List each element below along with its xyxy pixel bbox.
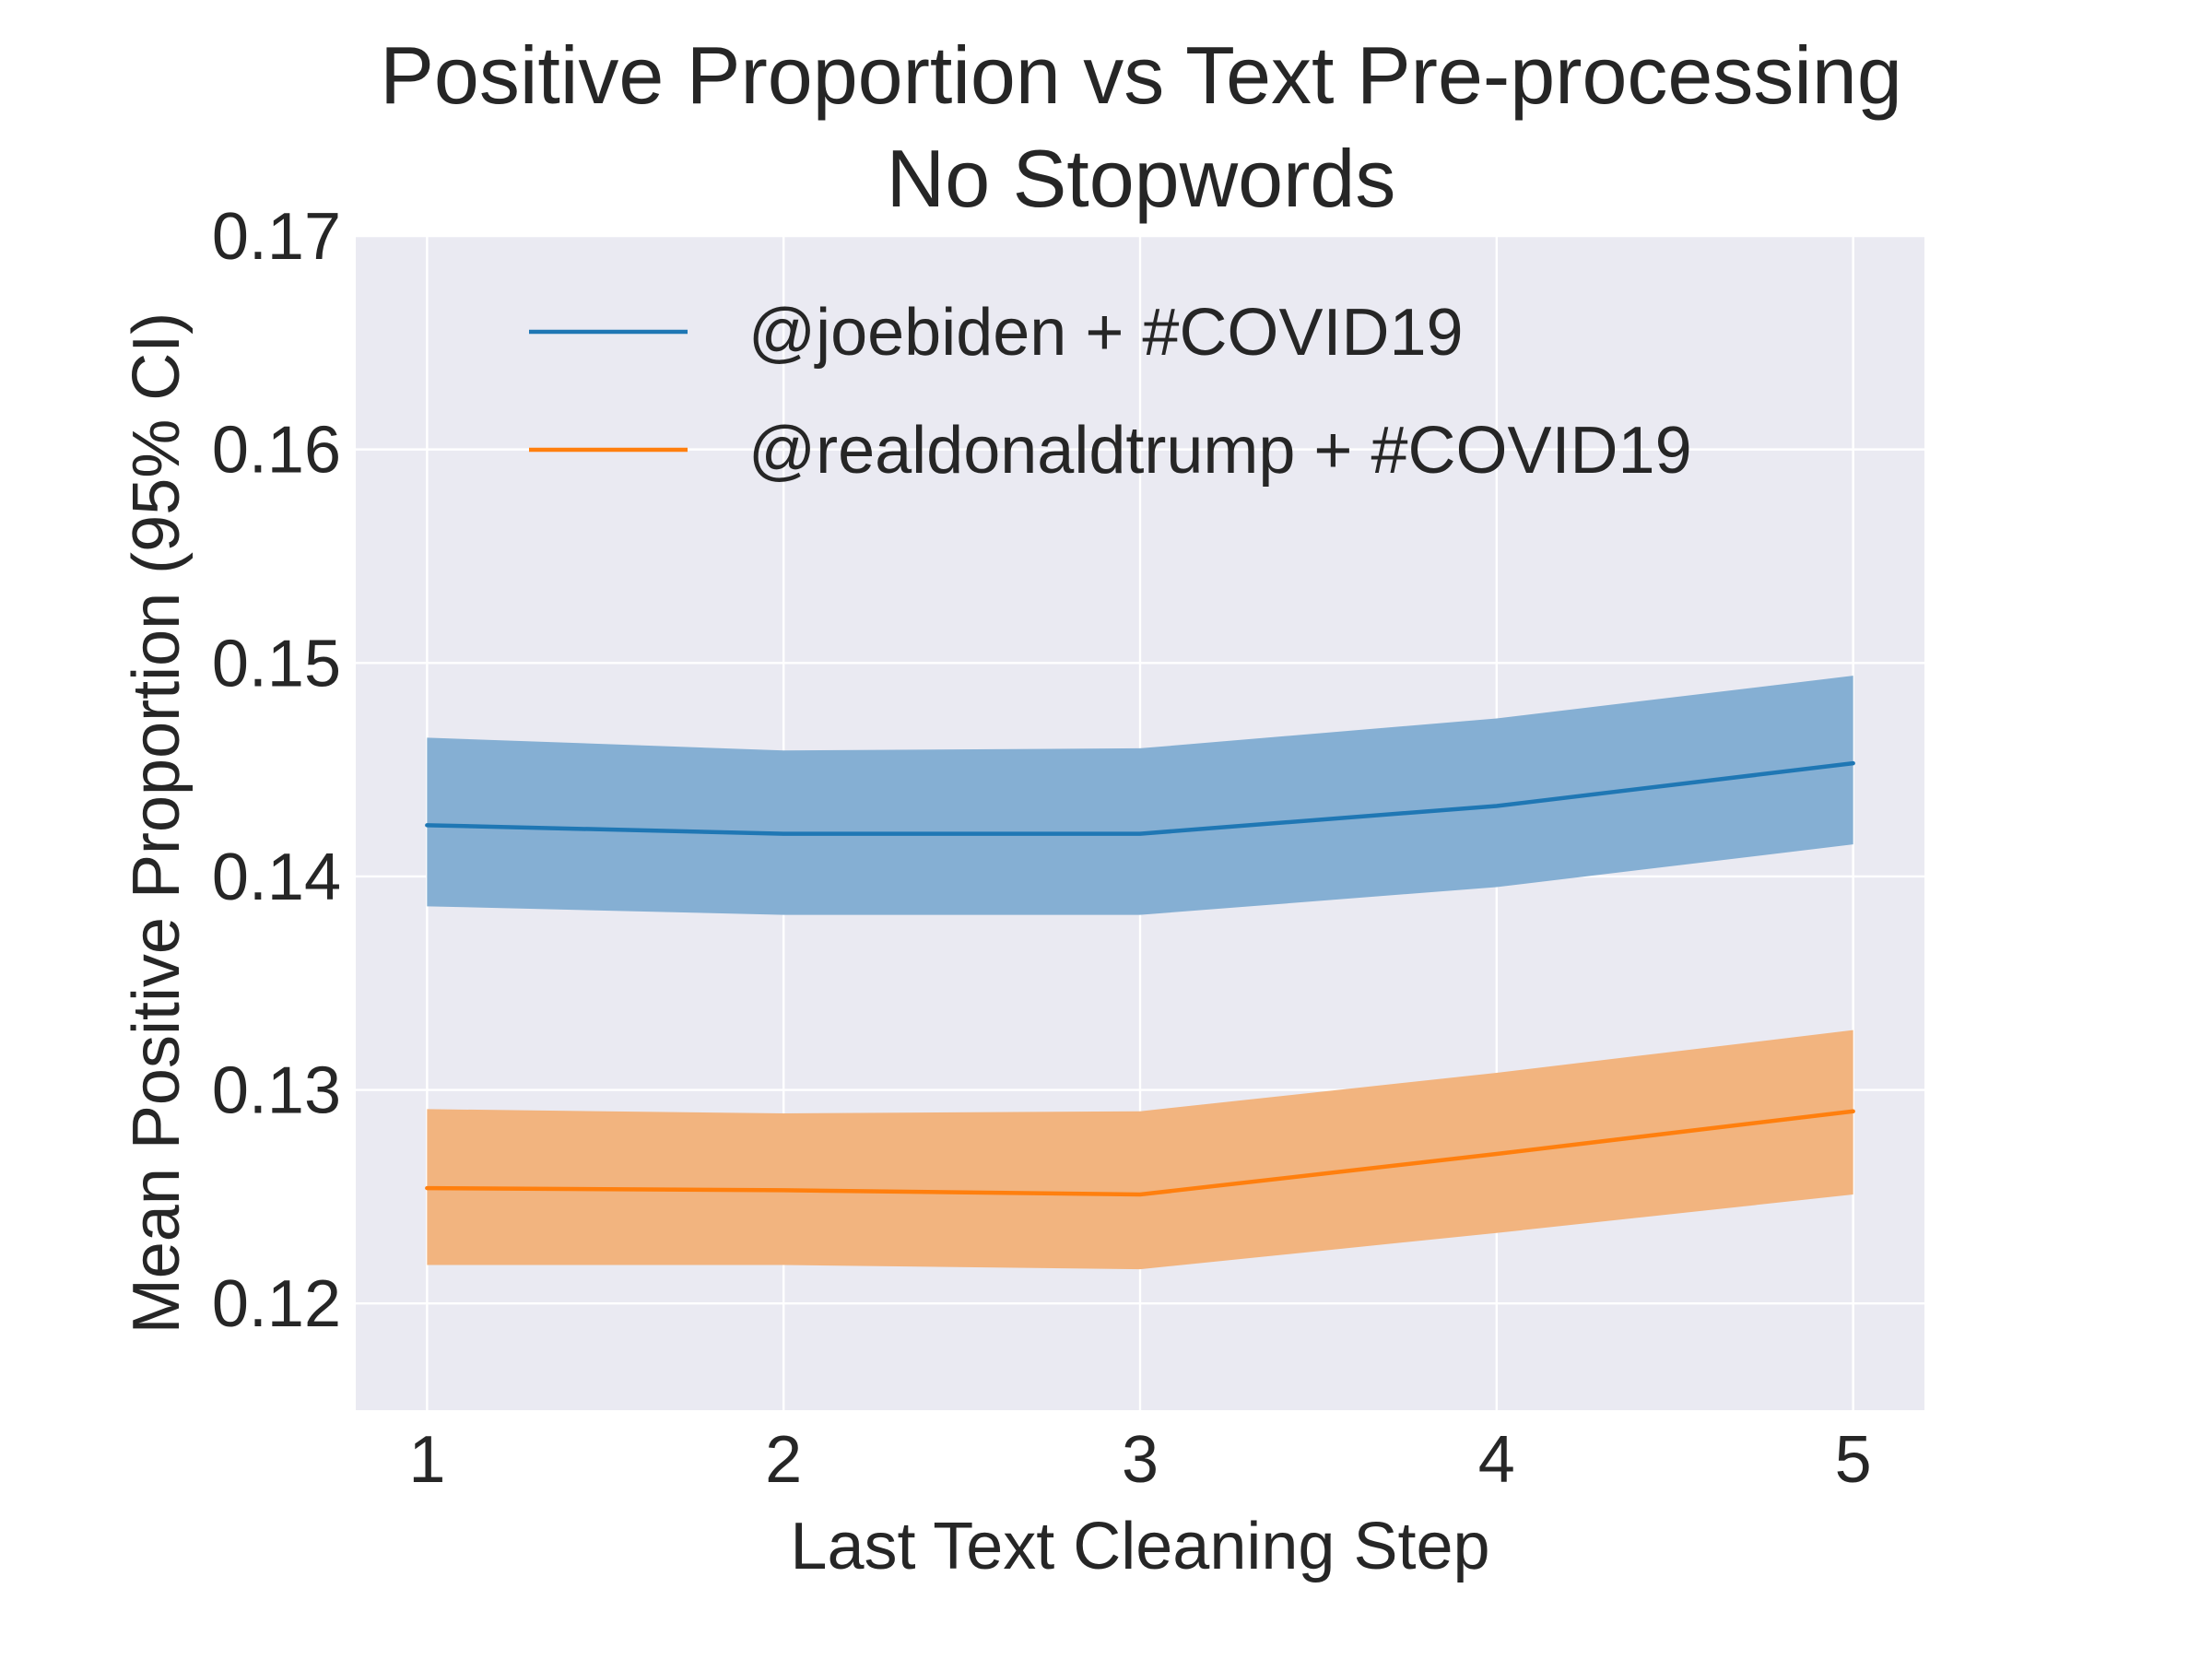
- y-tick-label: 0.16: [212, 414, 341, 488]
- x-tick-label: 4: [1478, 1423, 1515, 1497]
- confidence-bands: [427, 676, 1853, 1270]
- ci-band-series-2: [427, 1030, 1853, 1270]
- chart-subtitle: No Stopwords: [887, 133, 1396, 224]
- x-tick-label: 3: [1122, 1423, 1159, 1497]
- x-tick-label: 1: [408, 1423, 445, 1497]
- legend-label: @realdonaldtrump + #COVID19: [748, 414, 1692, 488]
- line-series-1: [425, 760, 1855, 836]
- legend: @joebiden + #COVID19 @realdonaldtrump + #…: [529, 296, 1692, 488]
- y-tick-label: 0.12: [212, 1267, 341, 1341]
- x-tick-label: 5: [1835, 1423, 1872, 1497]
- y-tick-label: 0.15: [212, 627, 341, 700]
- y-tick-labels: 0.12 0.13 0.14 0.15 0.16 0.17: [212, 200, 341, 1341]
- line-series-2: [425, 1109, 1855, 1197]
- y-tick-label: 0.17: [212, 200, 341, 274]
- legend-label: @joebiden + #COVID19: [748, 296, 1464, 370]
- y-tick-label: 0.13: [212, 1054, 341, 1128]
- ci-band-series-1: [427, 676, 1853, 915]
- chart-title: Positive Proportion vs Text Pre-processi…: [380, 29, 1902, 121]
- x-tick-labels: 1 2 3 4 5: [408, 1423, 1871, 1497]
- x-axis-label: Last Text Cleaning Step: [790, 1510, 1489, 1583]
- y-tick-label: 0.14: [212, 841, 341, 914]
- series-lines: [425, 760, 1855, 1197]
- y-axis-label: Mean Positive Proportion (95% CI): [120, 312, 194, 1334]
- x-tick-label: 2: [765, 1423, 802, 1497]
